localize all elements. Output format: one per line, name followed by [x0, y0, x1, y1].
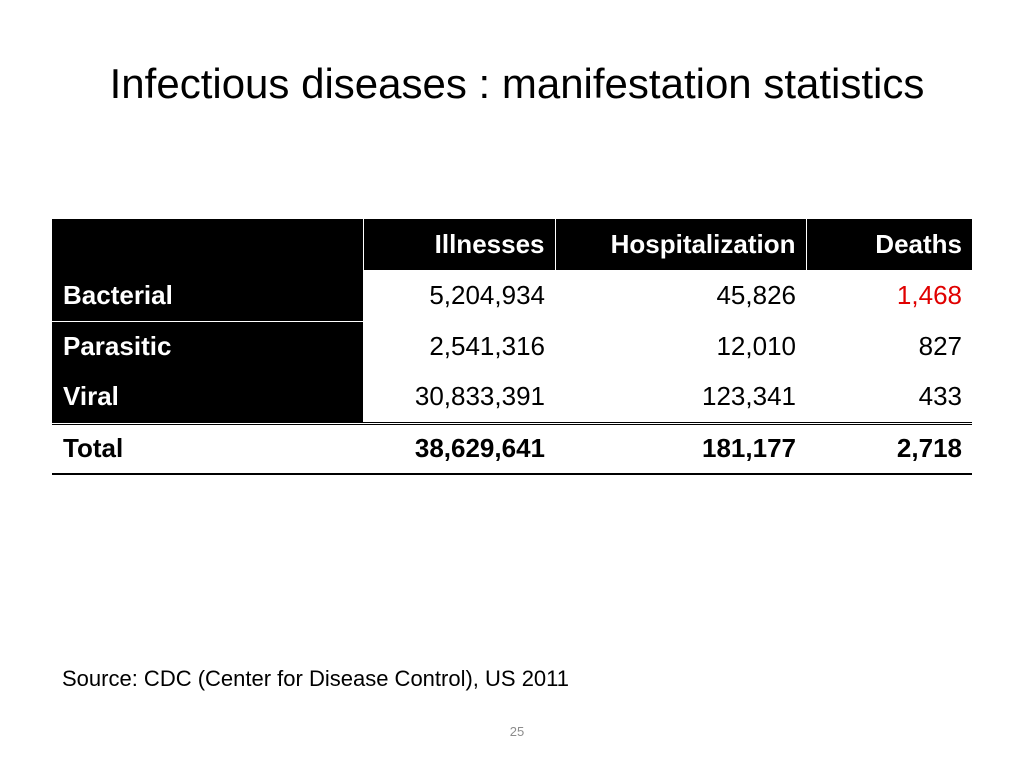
- column-header-deaths: Deaths: [805, 219, 972, 270]
- row-label-parasitic: Parasitic: [52, 320, 363, 372]
- header-row: Illnesses Hospitalization Deaths: [52, 219, 972, 270]
- cell-parasitic-illnesses: 2,541,316: [429, 331, 545, 361]
- cell-total-hospitalization: 181,177: [555, 421, 806, 475]
- cell-parasitic-hospitalization: 12,010: [716, 331, 796, 361]
- table-row: Parasitic 2,541,316 12,010 827: [52, 320, 972, 372]
- cell-viral-illnesses: 30,833,391: [414, 381, 545, 412]
- page-number: 25: [509, 724, 525, 739]
- cell-viral-deaths: 433: [918, 381, 962, 412]
- table-body: Bacterial 5,204,934 45,826 1,468 Parasit…: [52, 270, 972, 423]
- column-header-illnesses: Illnesses: [362, 219, 555, 270]
- source-note: Source: CDC (Center for Disease Control)…: [62, 666, 570, 691]
- slide-title: Infectious diseases : manifestation stat…: [109, 60, 925, 107]
- row-label-bacterial: Bacterial: [52, 270, 363, 321]
- cell-bacterial-hospitalization: 45,826: [716, 280, 796, 310]
- statistics-table: Illnesses Hospitalization Deaths Bacteri…: [52, 219, 972, 475]
- cell-total-illnesses: 38,629,641: [363, 421, 555, 475]
- cell-parasitic-deaths: 827: [918, 331, 962, 361]
- table-header: Illnesses Hospitalization Deaths: [52, 219, 972, 270]
- table-row: Bacterial 5,204,934 45,826 1,468: [52, 270, 972, 321]
- row-label-total: Total: [52, 421, 363, 475]
- cell-bacterial-deaths: 1,468: [896, 280, 962, 310]
- table-footer: Total 38,629,641 181,177 2,718: [52, 421, 972, 475]
- row-label-viral: Viral: [52, 372, 363, 423]
- cell-viral-hospitalization: 123,341: [702, 381, 796, 412]
- cell-bacterial-illnesses: 5,204,934: [429, 280, 545, 310]
- total-row: Total 38,629,641 181,177 2,718: [52, 421, 972, 475]
- table-row: Viral 30,833,391 123,341 433: [52, 372, 972, 423]
- header-corner-cell: [52, 219, 363, 270]
- cell-total-deaths: 2,718: [806, 421, 972, 475]
- column-header-hospitalization: Hospitalization: [554, 219, 806, 270]
